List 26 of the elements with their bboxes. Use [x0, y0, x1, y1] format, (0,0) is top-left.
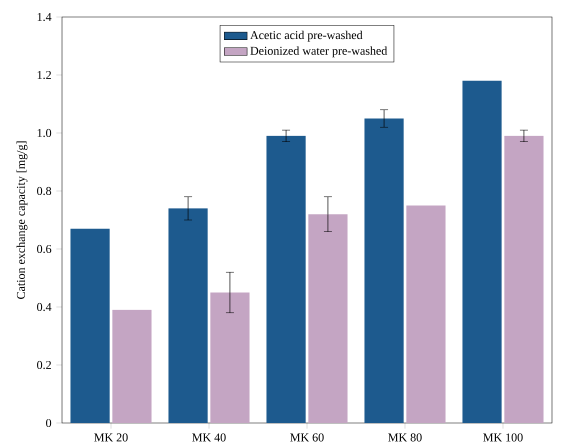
y-tick-label: 0: [46, 418, 52, 428]
y-tick-label: 0.4: [37, 302, 52, 312]
bar: [112, 310, 152, 424]
y-tick-label: 1.4: [38, 12, 52, 22]
x-tick-label: MK 40: [192, 433, 226, 442]
bar: [168, 208, 208, 424]
x-tick-label: MK 80: [388, 433, 422, 442]
bar: [70, 228, 110, 424]
y-tick-label: 0.8: [37, 186, 52, 196]
bar: [504, 136, 544, 424]
bar: [406, 206, 446, 424]
y-tick-label: 1.0: [38, 128, 52, 138]
bar: [462, 80, 502, 424]
x-tick-label: MK 60: [290, 433, 324, 442]
x-tick-label: MK 20: [94, 433, 128, 442]
y-tick-label: 0.6: [37, 244, 52, 254]
y-tick-label: 1.2: [38, 70, 51, 80]
legend-label: Acetic acid pre-washed: [250, 30, 362, 42]
y-tick-label: 0.2: [37, 360, 51, 370]
bar: [210, 292, 250, 424]
y-axis-title: Cation exchange capacity [mg/g]: [16, 141, 28, 299]
bar: [266, 136, 306, 424]
bar: [364, 118, 404, 424]
legend-label: Deionized water pre-washed: [250, 46, 388, 58]
x-tick-label: MK 100: [483, 433, 523, 442]
bar: [308, 214, 348, 424]
